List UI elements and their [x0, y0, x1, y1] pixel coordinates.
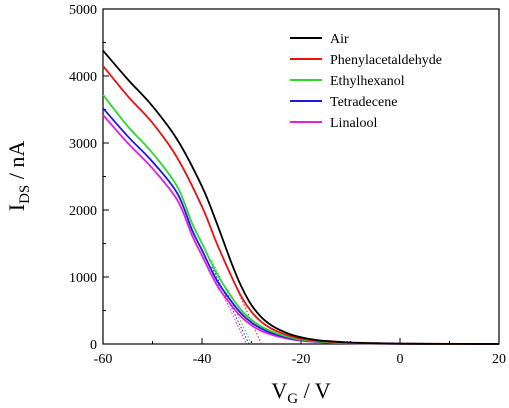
y-axis-title: IDS / nA — [4, 141, 33, 212]
extrapolation-lines — [211, 243, 262, 345]
x-axis-title: VG / V — [271, 378, 330, 407]
legend-label: Linalool — [330, 116, 378, 131]
series-line-air — [102, 49, 500, 345]
x-tick-label: -20 — [292, 352, 311, 367]
series-line-linalool — [102, 114, 499, 345]
series-line-ethylhexanol — [102, 94, 499, 345]
y-tick-label: 1000 — [69, 271, 97, 286]
x-axis-ticks: -60 -40 -20 0 20 — [94, 338, 506, 367]
y-tick-label: 3000 — [69, 137, 97, 152]
y-tick-label: 4000 — [69, 70, 97, 85]
y-axis-ticks: 0 1000 2000 3000 4000 5000 — [69, 3, 109, 353]
y-tick-label: 5000 — [69, 3, 97, 18]
series-line-phenylacetaldehyde — [102, 65, 500, 345]
y-axis-label: I — [4, 204, 29, 211]
x-axis-label-unit: / V — [298, 378, 331, 403]
legend-label: Phenylacetaldehyde — [330, 53, 442, 68]
extrapolation-line — [211, 271, 248, 345]
x-tick-label: -40 — [193, 352, 212, 367]
series-lines — [102, 49, 500, 345]
legend-label: Ethylhexanol — [330, 74, 405, 89]
legend-label: Air — [330, 32, 349, 47]
series-line-tetradecene — [102, 107, 499, 345]
x-tick-label: -60 — [94, 352, 113, 367]
x-tick-label: 20 — [492, 352, 506, 367]
x-axis-label: V — [271, 378, 287, 403]
y-axis-label-unit: / nA — [4, 141, 29, 185]
x-tick-label: 0 — [397, 352, 404, 367]
x-axis-label-sub: G — [287, 391, 298, 407]
legend-label: Tetradecene — [330, 95, 397, 110]
legend: Air Phenylacetaldehyde Ethylhexanol Tetrade… — [290, 32, 442, 131]
y-tick-label: 0 — [90, 338, 97, 353]
y-axis-label-sub: DS — [17, 185, 33, 204]
y-tick-label: 2000 — [69, 204, 97, 219]
